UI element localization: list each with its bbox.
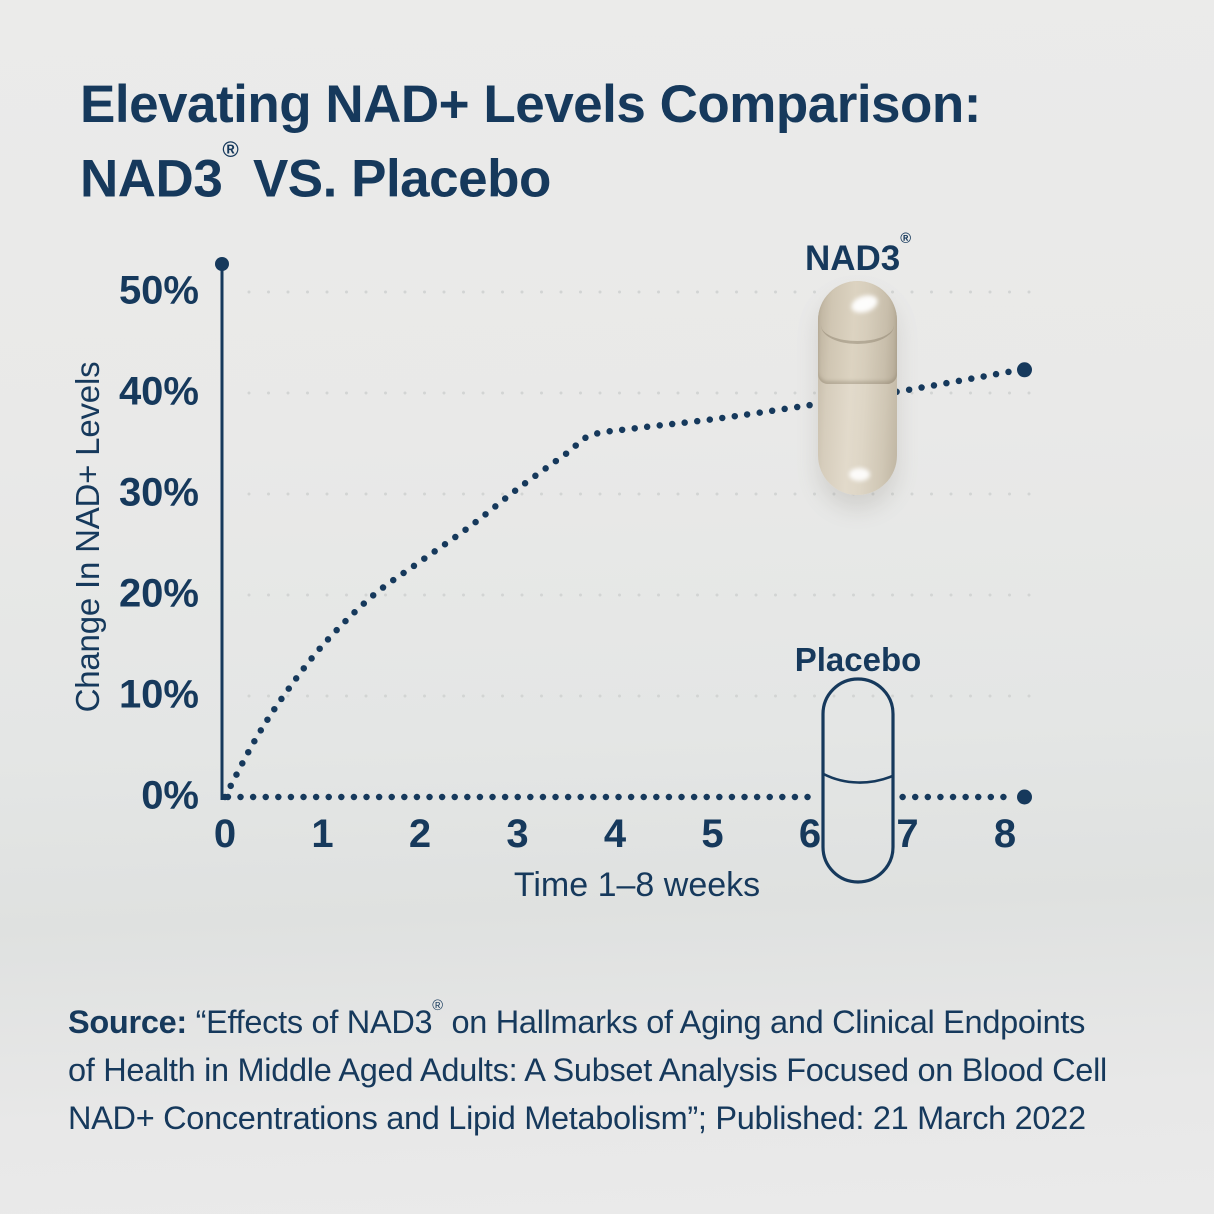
- page-title-product: NAD3: [80, 149, 223, 209]
- page-title-line2: NAD3® VS. Placebo: [80, 136, 981, 213]
- nad3-series-label-text: NAD3: [804, 239, 901, 278]
- page-title: Elevating NAD+ Levels Comparison: NAD3® …: [80, 72, 981, 213]
- source-line-1: Source: “Effects of NAD3® on Hallmarks o…: [68, 993, 1107, 1046]
- nad3-capsule-icon: [818, 281, 897, 495]
- x-tick-label-0: 0: [213, 812, 237, 856]
- capsule-ridge: [821, 307, 894, 344]
- source-text: Source: “Effects of NAD3® on Hallmarks o…: [68, 993, 1107, 1142]
- x-tick-label-7: 7: [896, 812, 919, 856]
- registered-mark-icon: ®: [222, 136, 239, 162]
- source-line-3: NAD+ Concentrations and Lipid Metabolism…: [68, 1099, 1086, 1136]
- placebo-end-dot: [1017, 789, 1032, 805]
- x-tick-label-4: 4: [603, 812, 627, 856]
- nad3-series-line: [221, 367, 1018, 801]
- placebo-series-label: Placebo: [794, 641, 922, 678]
- x-tick-label-1: 1: [311, 812, 334, 856]
- source-line1-a: “Effects of NAD3: [186, 1003, 433, 1040]
- placebo-capsule-outline: [821, 677, 895, 884]
- y-tick-label-50%: 50%: [118, 268, 199, 313]
- capsule-highlight: [849, 468, 870, 481]
- y-tick-label-20%: 20%: [118, 571, 199, 616]
- placebo-capsule-icon: [821, 677, 895, 884]
- page-title-line2-rest: VS. Placebo: [238, 149, 551, 209]
- x-tick-label-3: 3: [506, 812, 529, 856]
- y-tick-label-30%: 30%: [118, 470, 199, 515]
- y-tick-label-0%: 0%: [141, 773, 199, 818]
- y-tick-label-40%: 40%: [118, 369, 199, 414]
- nad3-series-label: NAD3®: [804, 231, 911, 279]
- placebo-capsule-divider: [822, 772, 894, 784]
- y-axis-top-dot: [215, 257, 229, 271]
- nad3-end-dot: [1017, 362, 1032, 378]
- source-prefix: Source:: [68, 1003, 187, 1040]
- page-title-line1: Elevating NAD+ Levels Comparison:: [80, 75, 981, 134]
- x-tick-label-5: 5: [701, 812, 724, 856]
- registered-mark-icon: ®: [432, 998, 443, 1015]
- registered-mark-icon: ®: [900, 231, 912, 248]
- x-tick-label-2: 2: [408, 812, 432, 856]
- x-axis-title: Time 1–8 weeks: [513, 866, 761, 904]
- source-line-2: of Health in Middle Aged Adults: A Subse…: [68, 1051, 1107, 1088]
- y-tick-label-10%: 10%: [118, 672, 199, 717]
- source-line1-b: on Hallmarks of Aging and Clinical Endpo…: [442, 1003, 1086, 1040]
- x-tick-label-8: 8: [993, 812, 1017, 856]
- x-tick-label-6: 6: [798, 812, 822, 856]
